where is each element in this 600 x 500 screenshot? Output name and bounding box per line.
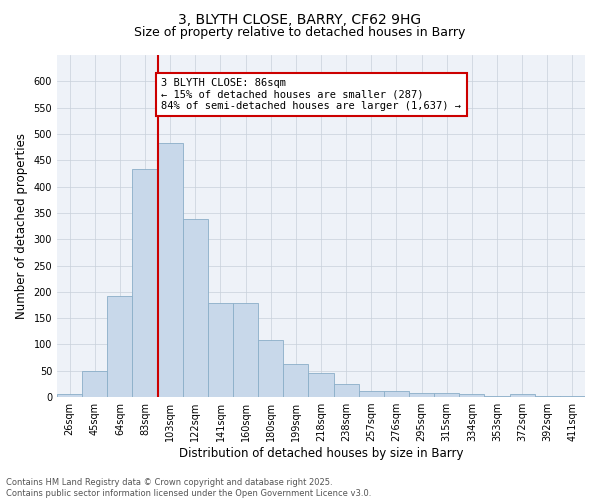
Bar: [560, 396, 585, 397]
Bar: [409, 393, 434, 397]
Bar: [484, 396, 509, 397]
Bar: [334, 384, 359, 397]
Bar: [208, 304, 233, 397]
Bar: [133, 169, 158, 397]
Bar: [183, 219, 208, 397]
Bar: [158, 143, 183, 397]
Text: 3 BLYTH CLOSE: 86sqm
← 15% of detached houses are smaller (287)
84% of semi-deta: 3 BLYTH CLOSE: 86sqm ← 15% of detached h…: [161, 78, 461, 111]
Bar: [359, 392, 384, 397]
Bar: [434, 393, 459, 397]
Text: 3, BLYTH CLOSE, BARRY, CF62 9HG: 3, BLYTH CLOSE, BARRY, CF62 9HG: [178, 12, 422, 26]
Bar: [384, 392, 409, 397]
Bar: [233, 304, 258, 397]
Bar: [535, 396, 560, 397]
Bar: [283, 364, 308, 397]
Bar: [82, 371, 107, 397]
X-axis label: Distribution of detached houses by size in Barry: Distribution of detached houses by size …: [179, 447, 463, 460]
Bar: [459, 394, 484, 397]
Bar: [509, 394, 535, 397]
Text: Size of property relative to detached houses in Barry: Size of property relative to detached ho…: [134, 26, 466, 39]
Bar: [57, 394, 82, 397]
Bar: [258, 340, 283, 397]
Y-axis label: Number of detached properties: Number of detached properties: [15, 133, 28, 319]
Bar: [308, 374, 334, 397]
Text: Contains HM Land Registry data © Crown copyright and database right 2025.
Contai: Contains HM Land Registry data © Crown c…: [6, 478, 371, 498]
Bar: [107, 296, 133, 397]
